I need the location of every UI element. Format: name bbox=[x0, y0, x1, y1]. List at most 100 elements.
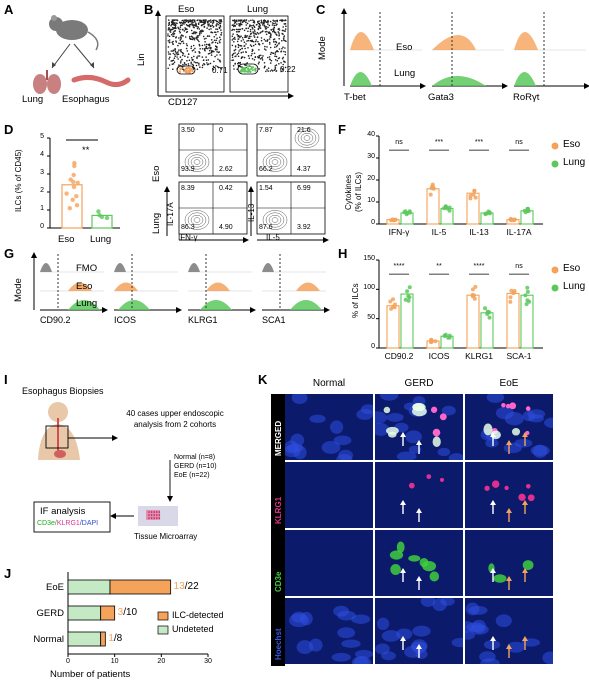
h-point bbox=[487, 315, 492, 320]
d-point bbox=[72, 163, 77, 169]
e-contour bbox=[193, 159, 201, 165]
d-tick-label: 0 bbox=[40, 223, 44, 230]
klrg1-signal bbox=[518, 493, 526, 501]
c-x2: Gata3 bbox=[428, 92, 454, 103]
klrg1-signal bbox=[408, 482, 415, 489]
e-contour bbox=[187, 154, 207, 170]
d-tick-label: 3 bbox=[40, 169, 44, 176]
micrograph-eoe-merged bbox=[465, 394, 553, 460]
arrow-head-icon bbox=[506, 644, 512, 649]
f-legend-marker bbox=[551, 142, 559, 150]
arrow-head-icon bbox=[522, 568, 528, 573]
e-quad-eso_r-lr: 4.37 bbox=[297, 166, 311, 173]
f-sig: ns bbox=[515, 139, 523, 147]
c-eso-hist-1 bbox=[432, 35, 476, 50]
e-quad-lung_r-ur: 6.99 bbox=[297, 185, 311, 192]
klrg1-signal bbox=[430, 406, 438, 413]
klrg1-signal bbox=[439, 477, 445, 482]
k-col-gerd: GERD bbox=[404, 378, 434, 389]
h-sig: **** bbox=[393, 263, 405, 271]
j-category: GERD bbox=[36, 608, 64, 619]
j-tick-label: 10 bbox=[110, 658, 119, 665]
micrograph-gerd-merged bbox=[375, 394, 463, 460]
h-point bbox=[524, 302, 529, 307]
nucleus bbox=[375, 643, 390, 655]
e-quad-lung_l-ur: 0.42 bbox=[219, 185, 233, 192]
e-contour bbox=[184, 152, 210, 172]
nucleus bbox=[469, 624, 489, 635]
cd3e-signal bbox=[396, 541, 405, 553]
e-contour bbox=[190, 214, 204, 226]
j-total-count: /10 bbox=[123, 607, 138, 618]
panel-label-c: C bbox=[316, 2, 326, 17]
panel-label-b: B bbox=[144, 2, 154, 17]
nucleus bbox=[290, 433, 305, 447]
nucleus bbox=[504, 412, 524, 426]
c-lung-hist-1 bbox=[432, 76, 486, 86]
panel-label-d: D bbox=[4, 122, 14, 137]
panel-g-histograms bbox=[31, 252, 330, 313]
e-contour bbox=[262, 210, 288, 230]
h-legend-marker bbox=[551, 284, 559, 292]
d-cat-lung: Lung bbox=[90, 234, 112, 245]
b-lung-label: Lung bbox=[247, 4, 269, 15]
cd3e-signal bbox=[483, 423, 493, 436]
j-tick-label: 30 bbox=[204, 658, 212, 665]
g-fmo-hist-2 bbox=[188, 263, 200, 272]
f-legend-label: Lung bbox=[563, 157, 586, 168]
f-point bbox=[445, 206, 450, 211]
klrg1-signal bbox=[484, 485, 490, 491]
g-lung-label: Lung bbox=[76, 298, 98, 309]
g-eso-hist-0 bbox=[68, 282, 92, 291]
nucleus bbox=[321, 440, 341, 454]
klrg1-signal bbox=[525, 406, 531, 411]
j-legend-label: Undeteted bbox=[172, 624, 214, 634]
arrow-head-icon bbox=[490, 636, 496, 641]
g-xlabel-0: CD90.2 bbox=[40, 315, 71, 325]
arrow-head-icon bbox=[506, 440, 512, 445]
f-tick-label: 0 bbox=[371, 219, 375, 226]
h-point bbox=[525, 289, 530, 294]
tissue-microarray-icon bbox=[138, 506, 178, 526]
c-eso-hist-0 bbox=[350, 32, 374, 50]
j-legend-marker bbox=[157, 611, 169, 621]
nucleus bbox=[483, 640, 501, 650]
nucleus bbox=[480, 658, 500, 664]
f-point bbox=[431, 186, 436, 191]
arrow-head-icon bbox=[416, 576, 422, 581]
k-col-normal: Normal bbox=[312, 378, 346, 389]
arrow-head-icon bbox=[400, 636, 406, 641]
panel-b-flow-plots bbox=[155, 10, 294, 99]
arrow-head-icon bbox=[522, 636, 528, 641]
h-point bbox=[487, 310, 492, 315]
h-point bbox=[483, 306, 487, 311]
h-category: SCA-1 bbox=[506, 351, 532, 361]
nucleus bbox=[532, 444, 548, 458]
arrow-head-icon bbox=[490, 500, 496, 505]
j-xlabel: Number of patients bbox=[50, 669, 131, 680]
h-tick-label: 150 bbox=[363, 255, 375, 262]
d-point bbox=[75, 180, 80, 185]
nucleus bbox=[293, 445, 307, 460]
cd3e-signal bbox=[408, 555, 421, 562]
d-point bbox=[71, 172, 76, 178]
e-quad-lung_l-ul: 8.39 bbox=[181, 185, 195, 192]
j-category: EoE bbox=[46, 582, 64, 593]
nucleus bbox=[448, 453, 463, 460]
nucleus bbox=[333, 435, 352, 446]
g-fmo-label: FMO bbox=[76, 263, 98, 274]
micrograph-eoe-cd3e bbox=[465, 530, 553, 596]
arrow-head-icon bbox=[490, 568, 496, 573]
e-quad-eso_l-ll: 93.9 bbox=[181, 166, 195, 173]
f-point bbox=[390, 217, 395, 222]
klrg1-signal bbox=[491, 480, 500, 488]
nucleus bbox=[354, 649, 373, 659]
d-point bbox=[74, 203, 80, 208]
f-tick-label: 20 bbox=[367, 175, 375, 182]
e-quad-lung_l-ll: 86.3 bbox=[181, 224, 195, 231]
nucleus bbox=[412, 625, 431, 637]
e-contour bbox=[265, 212, 285, 228]
klrg1-signal bbox=[432, 428, 441, 437]
b-ylabel: Lin bbox=[136, 53, 147, 66]
nucleus bbox=[336, 454, 353, 460]
